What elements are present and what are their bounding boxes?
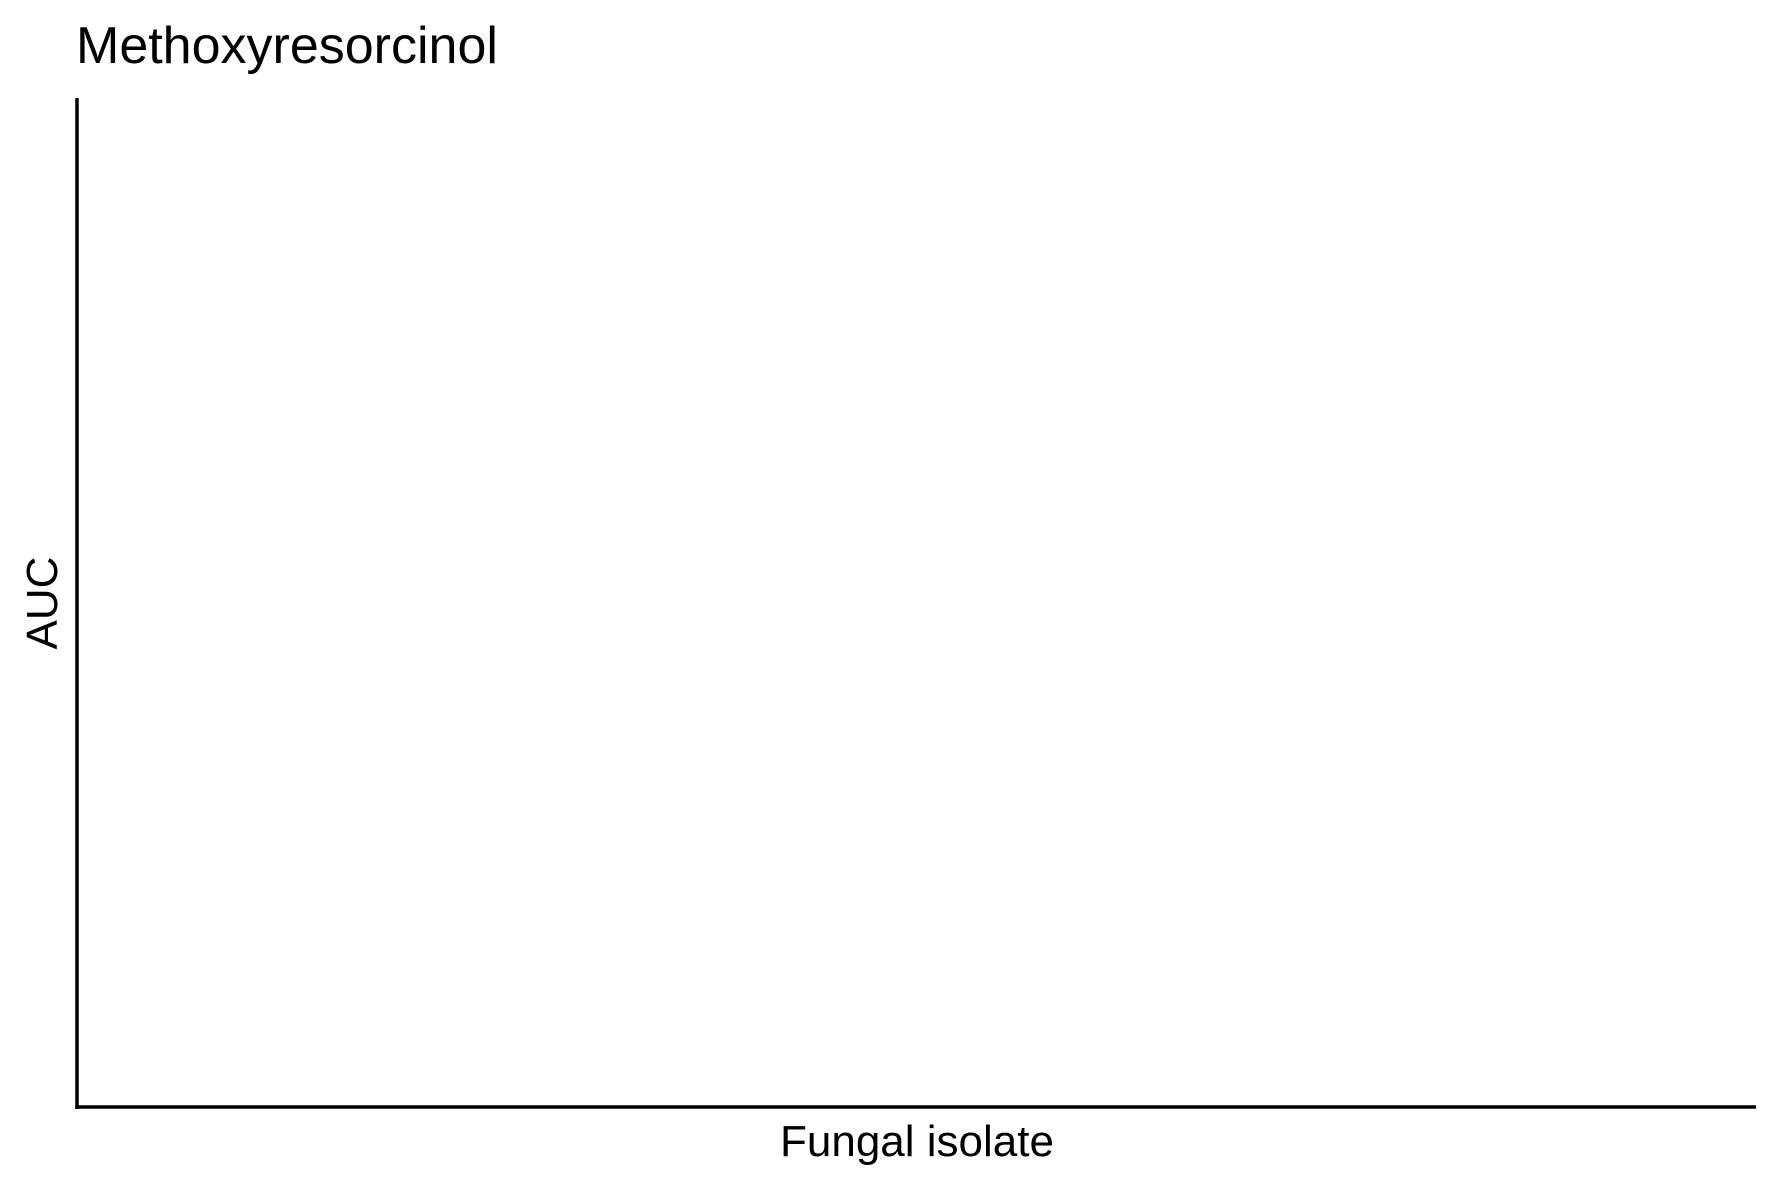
y-axis-label: AUC	[18, 557, 67, 650]
x-axis-label: Fungal isolate	[780, 1117, 1054, 1166]
plot-area	[75, 98, 1756, 1109]
chart-title: Methoxyresorcinol	[76, 17, 498, 75]
